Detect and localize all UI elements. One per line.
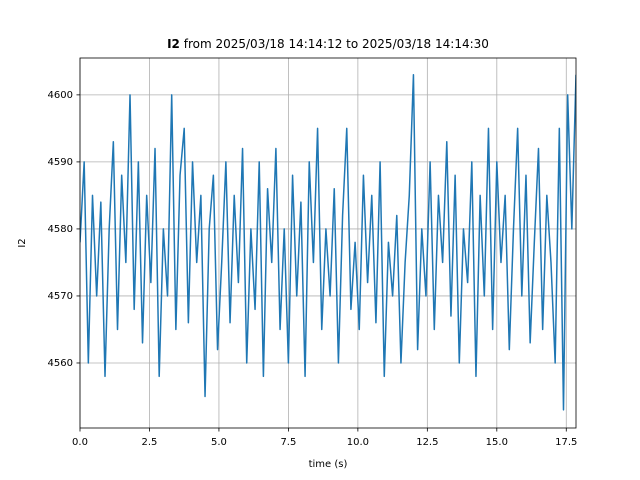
- y-tick-label: 4560: [48, 358, 73, 369]
- x-axis-label: time (s): [309, 459, 348, 470]
- y-tick-label: 4600: [48, 90, 73, 101]
- x-tick-label: 12.5: [416, 437, 438, 448]
- y-tick-label: 4580: [48, 224, 73, 235]
- chart-title: I2 from 2025/03/18 14:14:12 to 2025/03/1…: [167, 37, 489, 51]
- y-tick-label: 4570: [48, 291, 73, 302]
- x-tick-label: 10.0: [347, 437, 369, 448]
- x-tick-label: 2.5: [142, 437, 158, 448]
- data-line: [80, 74, 576, 411]
- x-tick-label: 0.0: [72, 437, 88, 448]
- x-tick-label: 17.5: [555, 437, 577, 448]
- x-tick-label: 5.0: [211, 437, 227, 448]
- axes-frame: [79, 57, 577, 429]
- title-text: from 2025/03/18 14:14:12 to 2025/03/18 1…: [184, 37, 489, 51]
- title-variable: I2: [167, 37, 180, 51]
- y-tick-label: 4590: [48, 157, 73, 168]
- x-tick-label: 15.0: [486, 437, 508, 448]
- x-tick-label: 7.5: [280, 437, 296, 448]
- y-axis-label: I2: [17, 238, 28, 247]
